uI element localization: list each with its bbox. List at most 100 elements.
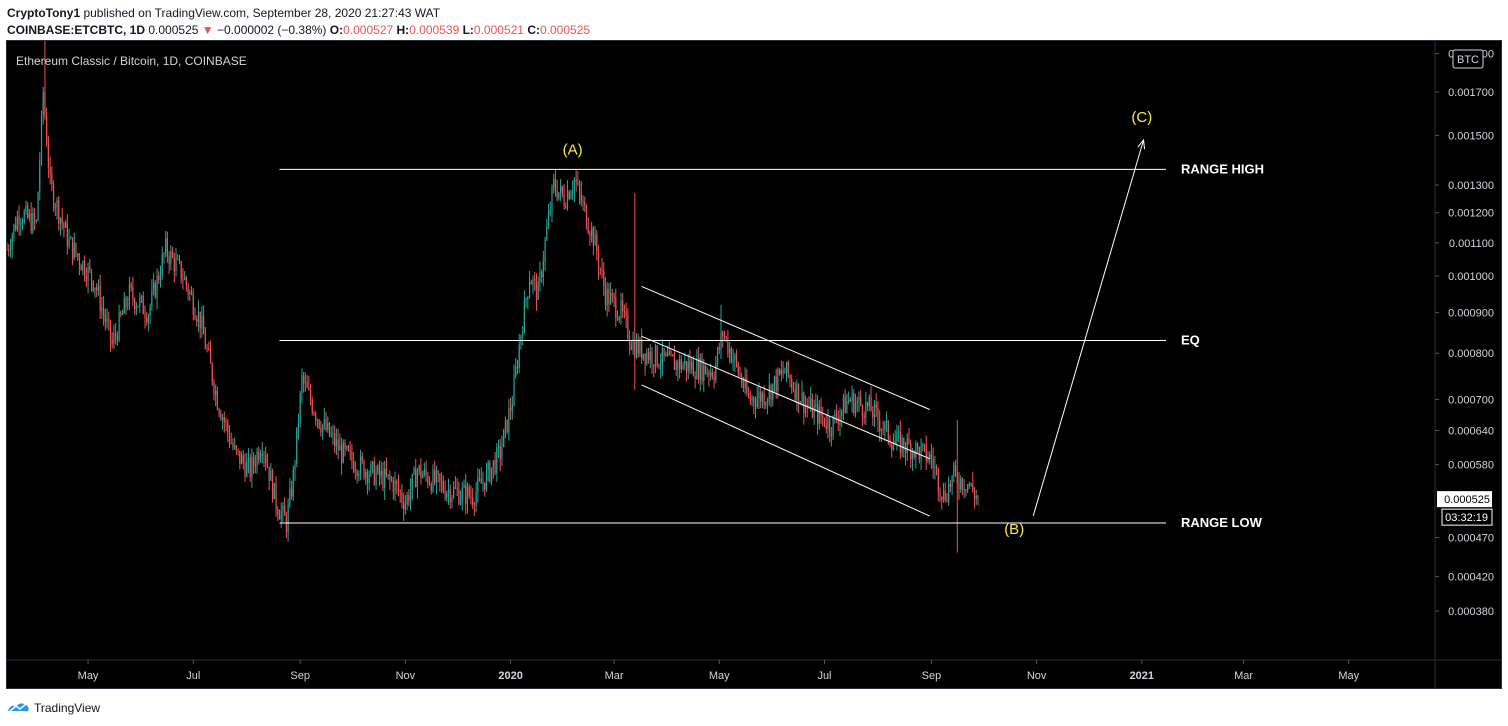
y-tick-label: 0.001700 bbox=[1448, 87, 1494, 99]
candle-body bbox=[822, 416, 824, 418]
candle-body bbox=[21, 222, 24, 224]
candle-body bbox=[496, 447, 498, 474]
footer-brand[interactable]: TradingView bbox=[34, 701, 101, 715]
countdown-label: 03:32:19 bbox=[1445, 512, 1488, 524]
candle-body bbox=[610, 293, 612, 305]
candle-body bbox=[703, 365, 705, 381]
candle-body bbox=[699, 357, 701, 380]
candle-body bbox=[73, 242, 75, 259]
candle-body bbox=[263, 453, 265, 456]
candle-body bbox=[618, 317, 620, 320]
candle-body bbox=[9, 249, 12, 251]
candle-body bbox=[134, 299, 136, 309]
candle-body bbox=[111, 339, 113, 344]
candle-body bbox=[604, 286, 607, 306]
candle-body bbox=[568, 191, 570, 199]
y-tick-label: 0.000380 bbox=[1448, 606, 1494, 618]
candle-body bbox=[284, 505, 286, 516]
candle-body bbox=[935, 466, 938, 470]
candle-body bbox=[51, 173, 53, 185]
candle-body bbox=[934, 466, 936, 468]
candle-body bbox=[182, 279, 184, 281]
candle-body bbox=[975, 496, 977, 499]
candle-body bbox=[885, 421, 888, 423]
candle-body bbox=[653, 364, 655, 367]
candle-body bbox=[332, 433, 334, 435]
candle-body bbox=[806, 404, 808, 406]
candle-body bbox=[620, 300, 622, 318]
candle-body bbox=[380, 470, 382, 477]
candle-body bbox=[691, 361, 693, 370]
candle-body bbox=[442, 481, 444, 491]
candle-body bbox=[259, 455, 262, 460]
candle-body bbox=[278, 515, 281, 520]
candle-body bbox=[273, 482, 275, 500]
candle-body bbox=[16, 216, 18, 230]
candle-body bbox=[256, 451, 258, 467]
candle-body bbox=[318, 419, 320, 428]
candle-body bbox=[835, 413, 838, 420]
candle-body bbox=[339, 445, 341, 451]
candle-body bbox=[396, 480, 398, 484]
candle-body bbox=[730, 348, 732, 363]
candle-body bbox=[311, 400, 313, 413]
candle-body bbox=[108, 319, 110, 321]
candle-body bbox=[765, 402, 767, 406]
candle-body bbox=[163, 253, 165, 255]
candle-body bbox=[170, 251, 172, 264]
candle-body bbox=[422, 474, 424, 478]
candle-body bbox=[768, 385, 770, 400]
candle-body bbox=[560, 186, 562, 193]
candle-body bbox=[565, 206, 567, 208]
candle-body bbox=[158, 275, 160, 280]
candle-body bbox=[584, 202, 586, 206]
channel-line bbox=[641, 285, 930, 410]
candle-body bbox=[197, 311, 200, 322]
candle-body bbox=[430, 484, 432, 492]
candle-body bbox=[660, 364, 662, 367]
candle-body bbox=[123, 298, 125, 314]
candle-body bbox=[466, 486, 469, 504]
candle-body bbox=[542, 261, 544, 278]
candle-body bbox=[428, 483, 431, 485]
candle-body bbox=[537, 282, 539, 300]
candle-body bbox=[544, 239, 546, 262]
price-change: −0.000002 (−0.38%) bbox=[217, 23, 327, 37]
candle-body bbox=[816, 403, 819, 424]
candle-body bbox=[611, 293, 613, 295]
candle-body bbox=[858, 397, 860, 402]
candle-body bbox=[142, 296, 144, 315]
candle-body bbox=[270, 470, 272, 481]
tradingview-logo-icon[interactable] bbox=[6, 699, 30, 715]
candle-body bbox=[739, 373, 741, 376]
candle-body bbox=[710, 372, 712, 376]
candle-body bbox=[216, 390, 219, 410]
candle-body bbox=[156, 275, 158, 298]
candle-body bbox=[827, 418, 829, 429]
candle-body bbox=[370, 463, 372, 475]
candle-body bbox=[223, 417, 225, 422]
candle-body bbox=[785, 361, 788, 373]
candle-body bbox=[658, 365, 660, 367]
candle-body bbox=[358, 474, 360, 476]
level-line-label: RANGE LOW bbox=[1181, 515, 1263, 530]
candle-body bbox=[173, 257, 175, 272]
candle-body bbox=[201, 316, 203, 329]
currency-badge[interactable]: BTC bbox=[1452, 49, 1484, 69]
candle-body bbox=[190, 291, 193, 295]
low-label: L: bbox=[462, 23, 474, 37]
candle-body bbox=[927, 459, 929, 462]
candle-body bbox=[372, 461, 374, 464]
candle-body bbox=[437, 471, 439, 474]
candle-body bbox=[289, 488, 291, 506]
candle-body bbox=[149, 306, 151, 317]
publisher-name[interactable]: CryptoTony1 bbox=[7, 6, 81, 20]
candle-body bbox=[515, 366, 517, 376]
candle-body bbox=[682, 365, 684, 370]
candle-body bbox=[309, 389, 312, 401]
candle-body bbox=[880, 429, 882, 432]
candle-body bbox=[572, 190, 574, 194]
candle-body bbox=[530, 282, 532, 285]
